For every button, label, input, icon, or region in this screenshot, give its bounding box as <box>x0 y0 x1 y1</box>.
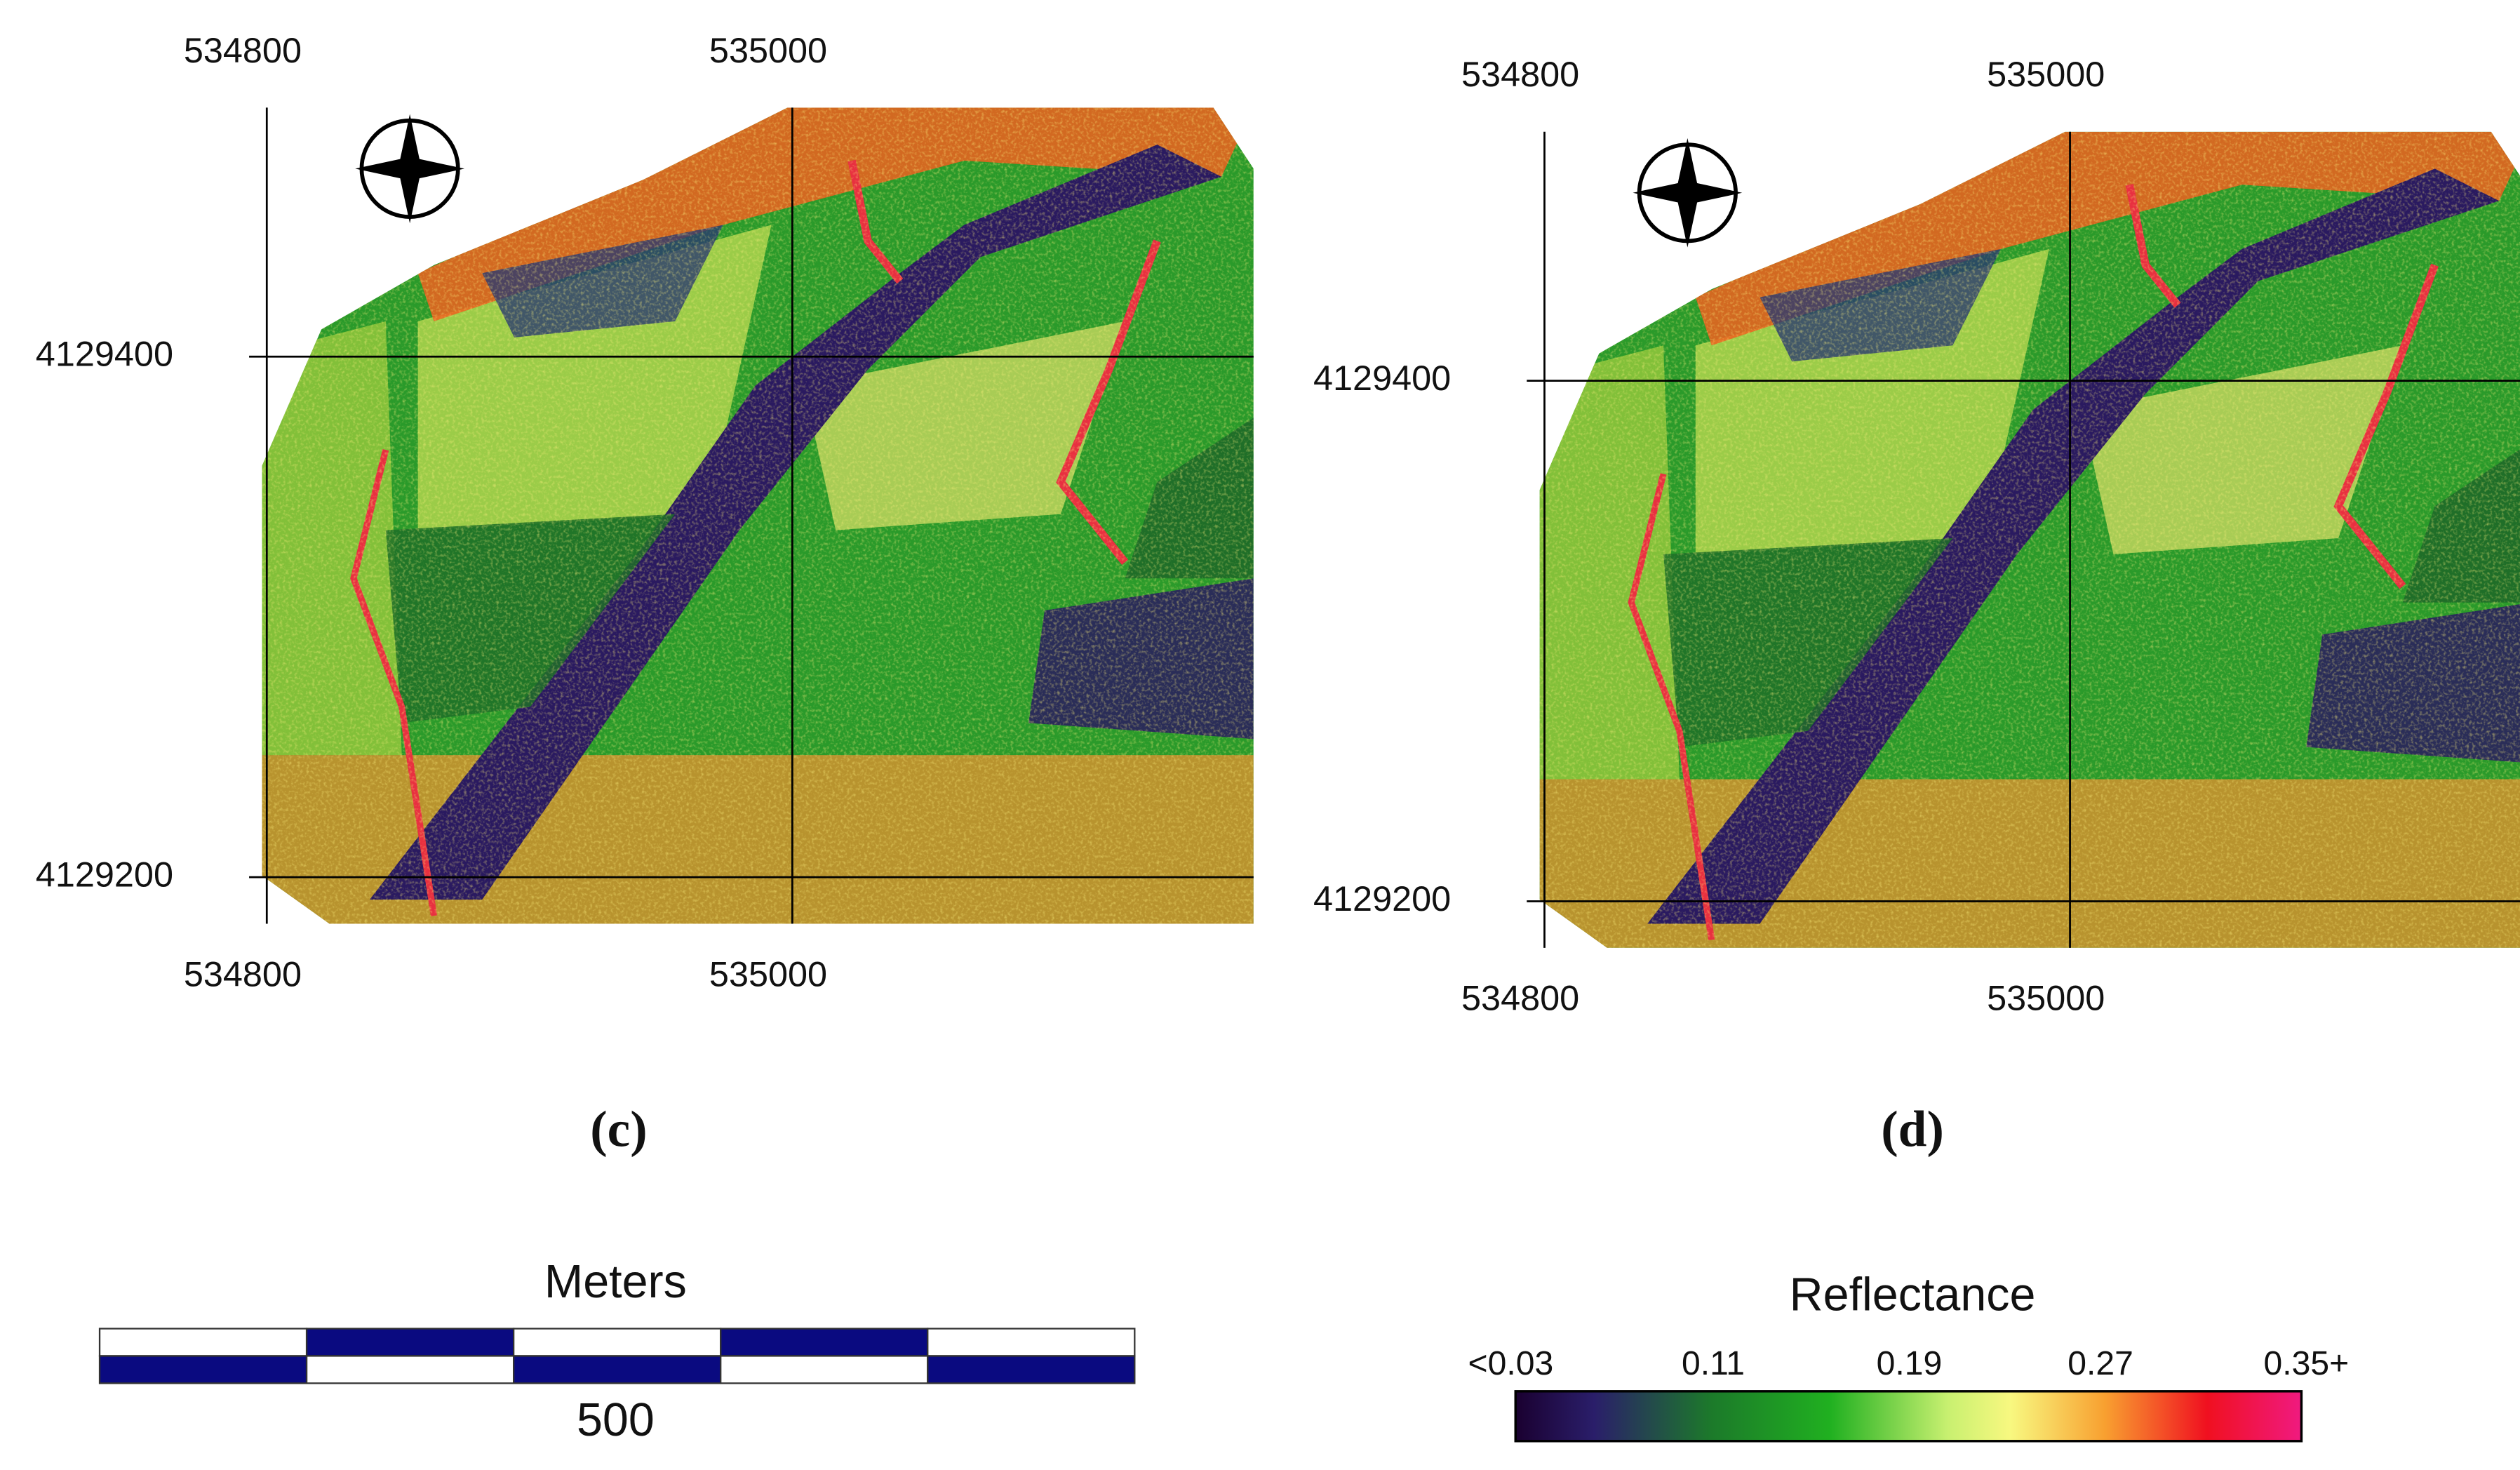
legend-label: 0.11 <box>1682 1344 1745 1382</box>
x-coord-label: 535000 <box>1987 54 2105 94</box>
panel-label: (d) <box>1881 1100 1944 1157</box>
scale-segment <box>98 1355 308 1384</box>
scale-label: 500 <box>577 1394 655 1446</box>
x-coord-label: 535000 <box>709 30 827 70</box>
legend-label: 0.19 <box>1877 1344 1943 1382</box>
x-coord-label: 534800 <box>1461 978 1579 1018</box>
scale-segment <box>512 1328 722 1357</box>
x-coord-label: 534800 <box>184 954 302 994</box>
texture <box>262 107 1254 924</box>
scale-segment <box>512 1355 722 1384</box>
compass-star <box>355 114 465 224</box>
color-ramp <box>1514 1390 2303 1443</box>
scale-segment <box>98 1328 308 1357</box>
y-coord-label: 4129400 <box>1313 358 1451 398</box>
scale-title: Meters <box>544 1256 687 1308</box>
map-image <box>1539 131 2520 948</box>
compass <box>355 114 465 224</box>
scale-segment <box>720 1328 929 1357</box>
y-coord-label: 4129400 <box>36 334 173 374</box>
map-image <box>262 107 1254 924</box>
legend-title: Reflectance <box>1790 1269 2036 1321</box>
x-coord-label: 535000 <box>1987 978 2105 1018</box>
legend-label: 0.27 <box>2067 1344 2133 1382</box>
panel-label: (c) <box>590 1100 647 1157</box>
legend-label: <0.03 <box>1468 1344 1554 1382</box>
scale-segment <box>927 1355 1136 1384</box>
map-panel: 534800 534800 535000 535000 4129400 4129200 <box>1313 54 2520 1018</box>
y-coord-label: 4129200 <box>36 854 173 894</box>
x-coord-label: 534800 <box>184 30 302 70</box>
x-coord-label: 535000 <box>709 954 827 994</box>
scale-segment <box>720 1355 929 1384</box>
scale-segment <box>305 1355 515 1384</box>
x-coord-label: 534800 <box>1461 54 1579 94</box>
map-panel: 534800 534800 535000 535000 4129400 4129200 <box>36 30 1254 994</box>
compass-star <box>1633 138 1743 248</box>
compass <box>1633 138 1743 248</box>
texture <box>1539 131 2520 948</box>
legend-label: 0.35+ <box>2263 1344 2349 1382</box>
scale-segment <box>927 1328 1136 1357</box>
y-coord-label: 4129200 <box>1313 878 1451 918</box>
scale-segment <box>305 1328 515 1357</box>
